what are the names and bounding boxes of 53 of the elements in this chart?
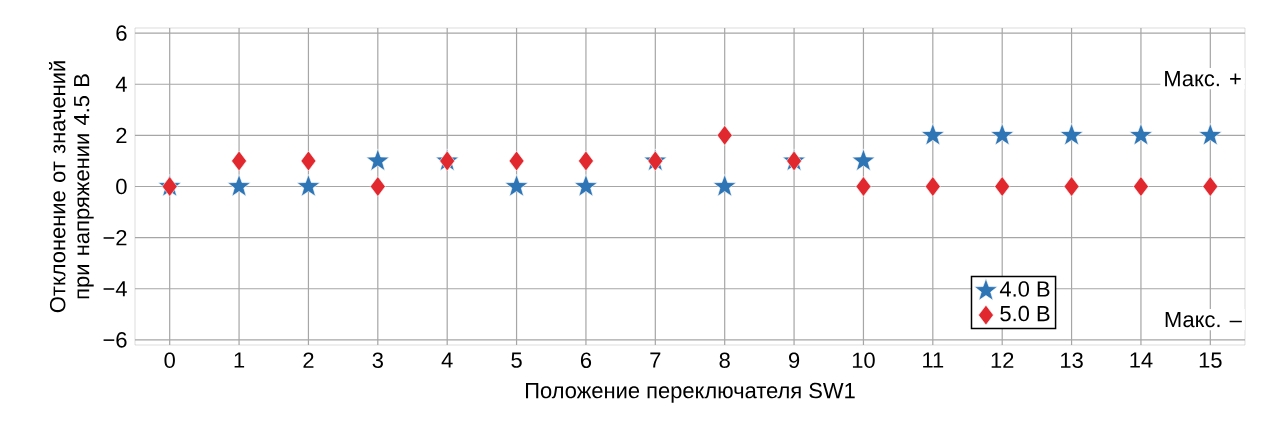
point [712, 174, 737, 197]
x-tick-label: 15 [1199, 352, 1222, 368]
legend-label: 4.0 В [999, 281, 1050, 297]
x-tick-label: 7 [650, 352, 661, 368]
annotation: Макс. + [1165, 71, 1241, 87]
point [574, 174, 598, 197]
x-tick-label: 11 [923, 352, 944, 368]
x-tick-label: 8 [719, 352, 730, 369]
x-tick-label: 4 [441, 352, 453, 368]
point [227, 174, 251, 197]
x-tick-label: 3 [372, 352, 383, 369]
y-tick-label: 2 [116, 127, 127, 144]
point [716, 125, 733, 146]
point [504, 174, 529, 197]
y-tick-label: −4 [103, 281, 127, 297]
point [1129, 123, 1153, 146]
point [921, 123, 945, 146]
point [994, 176, 1010, 197]
y-axis-title: Отклонение от значений при напряжении 4.5 В [48, 61, 94, 313]
point [1198, 123, 1223, 146]
y-tick-label: 0 [116, 178, 127, 195]
point [508, 150, 525, 172]
legend-label: 5.0 В [1000, 305, 1050, 322]
point [296, 174, 321, 197]
x-tick-label: 2 [303, 352, 314, 368]
point [1133, 176, 1149, 197]
point [925, 176, 941, 197]
x-axis-title: Положение переключателя SW1 [526, 382, 855, 403]
x-tick-label: 6 [580, 352, 592, 369]
x-tick-label: 5 [511, 352, 522, 368]
point [990, 123, 1014, 146]
y-tick-label: 6 [116, 25, 127, 41]
x-tick-label: 12 [991, 352, 1014, 368]
y-tick-label: −2 [103, 229, 127, 246]
point [1202, 176, 1219, 197]
x-tick-label: 0 [164, 352, 175, 369]
x-tick-label: 14 [1130, 352, 1153, 368]
point [1063, 176, 1080, 197]
annotation: Макс. – [1165, 311, 1242, 328]
x-tick-label: 10 [852, 352, 875, 369]
y-tick-label: 4 [115, 76, 127, 92]
point [851, 148, 876, 171]
y-tick-label: −6 [103, 332, 127, 348]
x-tick-label: 1 [234, 352, 245, 368]
point [370, 176, 386, 197]
point [1059, 123, 1084, 146]
x-tick-label: 9 [789, 352, 800, 369]
point [855, 176, 872, 197]
point [366, 148, 390, 171]
x-tick-label: 13 [1061, 352, 1083, 369]
point [578, 150, 594, 172]
point [300, 150, 317, 172]
point [231, 150, 247, 172]
